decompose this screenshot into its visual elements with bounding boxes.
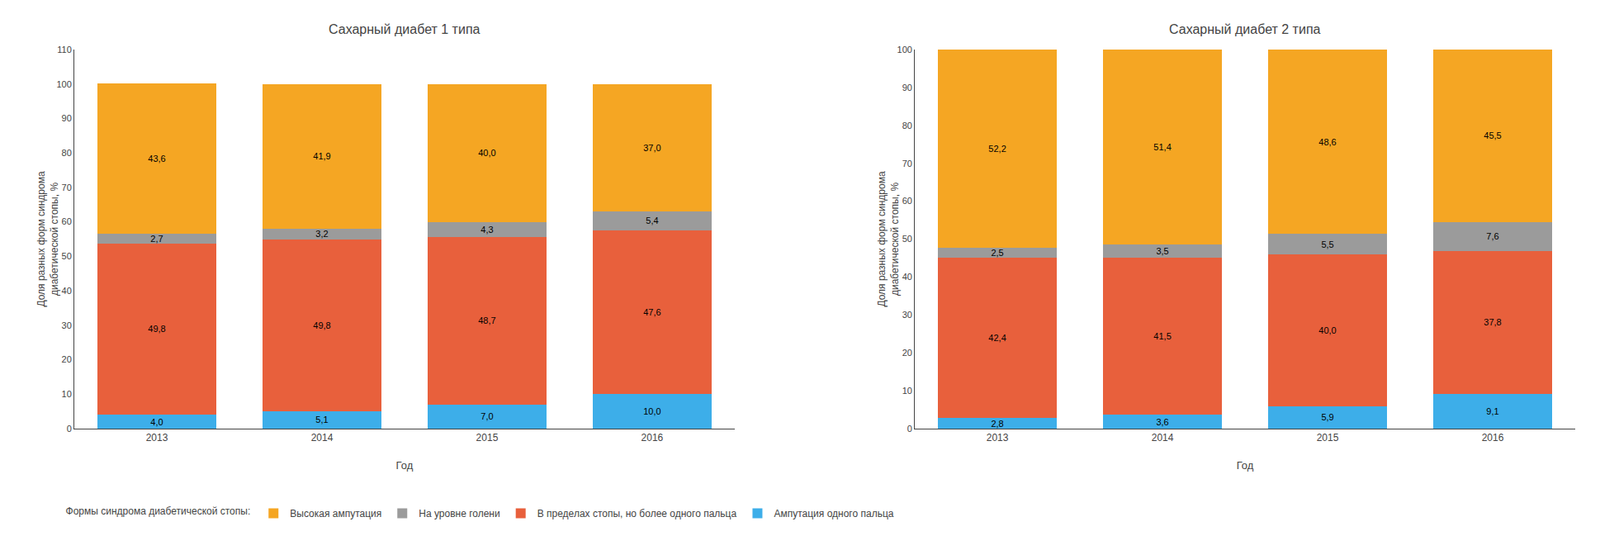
svg-text:30: 30 — [902, 309, 913, 320]
svg-text:50: 50 — [61, 250, 72, 261]
svg-text:Доля разных форм синдромадиабе: Доля разных форм синдромадиабетической с… — [875, 170, 901, 308]
svg-text:51,4: 51,4 — [1153, 142, 1171, 152]
svg-text:9,1: 9,1 — [1486, 406, 1499, 417]
svg-text:40: 40 — [902, 271, 913, 282]
svg-text:90: 90 — [902, 82, 913, 93]
svg-text:100: 100 — [897, 44, 913, 55]
svg-text:2,7: 2,7 — [150, 233, 163, 244]
svg-text:60: 60 — [902, 195, 913, 206]
svg-text:80: 80 — [902, 120, 913, 131]
svg-text:2013: 2013 — [146, 431, 169, 444]
svg-text:10: 10 — [902, 385, 913, 396]
svg-text:70: 70 — [61, 182, 72, 193]
svg-text:50: 50 — [902, 233, 913, 244]
svg-text:0: 0 — [66, 423, 72, 434]
svg-text:30: 30 — [61, 320, 72, 331]
svg-text:100: 100 — [56, 79, 72, 90]
svg-text:5,9: 5,9 — [1320, 411, 1334, 422]
svg-text:5,1: 5,1 — [315, 414, 328, 425]
svg-text:2,8: 2,8 — [990, 418, 1004, 429]
svg-text:41,9: 41,9 — [312, 151, 331, 161]
svg-text:52,2: 52,2 — [988, 143, 1006, 154]
svg-text:10: 10 — [61, 388, 72, 399]
svg-text:Высокая ампутация: Высокая ампутация — [289, 507, 382, 520]
svg-text:В пределах стопы, но более одн: В пределах стопы, но более одного пальца — [537, 507, 738, 520]
svg-text:2014: 2014 — [1151, 431, 1174, 444]
svg-text:2013: 2013 — [986, 431, 1009, 444]
svg-text:2016: 2016 — [1481, 431, 1505, 444]
svg-text:10,0: 10,0 — [643, 406, 661, 417]
svg-text:42,4: 42,4 — [988, 332, 1006, 343]
svg-text:3,5: 3,5 — [1155, 246, 1169, 256]
svg-text:20: 20 — [902, 347, 913, 358]
svg-text:48,6: 48,6 — [1318, 137, 1336, 147]
svg-text:45,5: 45,5 — [1483, 130, 1501, 141]
svg-text:2015: 2015 — [476, 431, 499, 444]
svg-text:На уровне голени: На уровне голени — [418, 507, 500, 520]
svg-text:0: 0 — [907, 423, 913, 434]
svg-text:49,8: 49,8 — [147, 323, 166, 334]
svg-text:4,0: 4,0 — [150, 416, 163, 427]
svg-text:20: 20 — [61, 354, 72, 365]
svg-text:41,5: 41,5 — [1153, 331, 1171, 341]
svg-text:43,6: 43,6 — [147, 153, 166, 164]
svg-text:2,5: 2,5 — [990, 247, 1004, 258]
svg-text:Год: Год — [1236, 459, 1255, 472]
svg-text:2016: 2016 — [641, 431, 664, 444]
svg-text:7,0: 7,0 — [480, 411, 493, 422]
svg-text:37,8: 37,8 — [1483, 317, 1501, 327]
svg-text:Сахарный диабет 1 типа: Сахарный диабет 1 типа — [328, 22, 481, 37]
svg-text:37,0: 37,0 — [643, 142, 661, 153]
svg-text:60: 60 — [61, 216, 72, 227]
svg-text:40,0: 40,0 — [478, 147, 496, 158]
svg-text:Ампутация одного пальца: Ампутация одного пальца — [773, 507, 894, 520]
svg-text:4,3: 4,3 — [480, 224, 493, 235]
svg-text:Формы синдрома диабетической с: Формы синдрома диабетической стопы: — [66, 505, 251, 517]
svg-text:Сахарный диабет 2 типа: Сахарный диабет 2 типа — [1169, 22, 1321, 37]
svg-text:90: 90 — [61, 113, 72, 124]
svg-text:5,4: 5,4 — [645, 215, 658, 226]
svg-text:80: 80 — [61, 147, 72, 158]
svg-text:110: 110 — [56, 44, 72, 55]
svg-text:3,6: 3,6 — [1155, 416, 1169, 427]
svg-text:Год: Год — [396, 459, 414, 472]
svg-text:2015: 2015 — [1316, 431, 1340, 444]
svg-text:70: 70 — [902, 158, 913, 169]
svg-text:40: 40 — [61, 285, 72, 296]
svg-text:49,8: 49,8 — [312, 320, 331, 331]
svg-text:40,0: 40,0 — [1318, 325, 1336, 336]
svg-text:5,5: 5,5 — [1320, 239, 1334, 250]
svg-text:3,2: 3,2 — [315, 228, 328, 239]
svg-text:Доля разных форм синдромадиабе: Доля разных форм синдромадиабетической с… — [35, 170, 61, 308]
svg-text:47,6: 47,6 — [643, 307, 661, 318]
svg-text:48,7: 48,7 — [478, 315, 496, 326]
svg-text:2014: 2014 — [311, 431, 334, 444]
svg-text:7,6: 7,6 — [1486, 231, 1499, 242]
